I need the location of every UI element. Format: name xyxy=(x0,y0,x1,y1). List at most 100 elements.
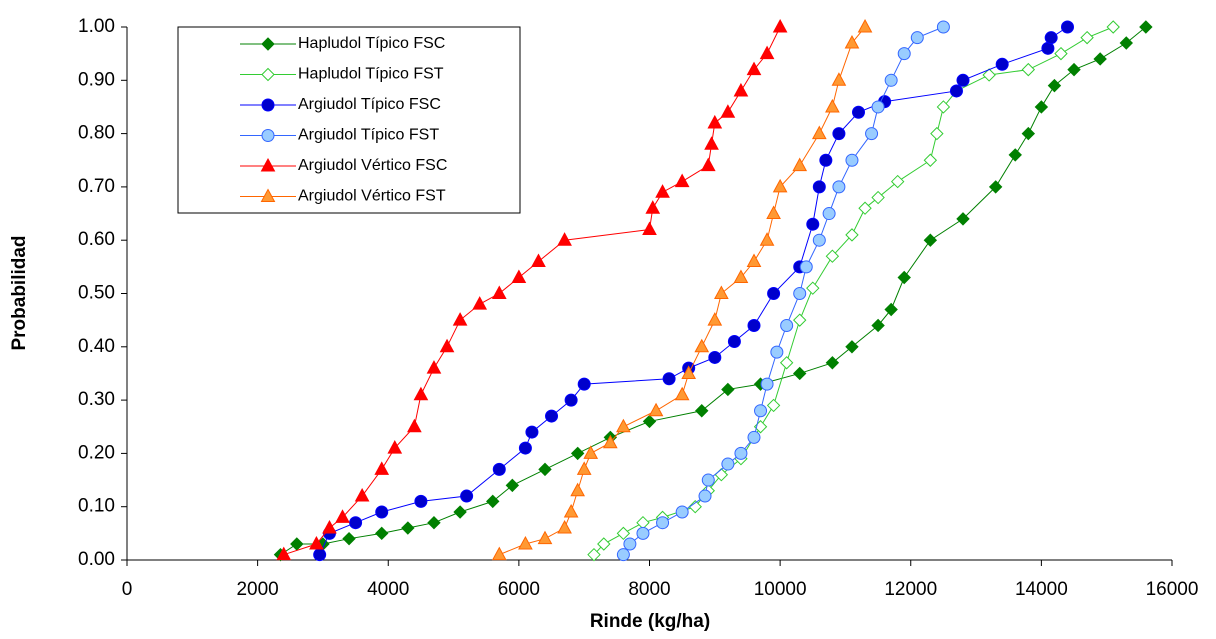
data-point xyxy=(747,318,761,332)
data-point xyxy=(734,446,748,460)
data-point xyxy=(733,269,749,284)
data-point xyxy=(812,180,826,194)
x-tick-label: 0 xyxy=(122,579,133,600)
data-point xyxy=(766,205,781,220)
data-point xyxy=(427,515,441,530)
y-tick-label: 0.30 xyxy=(78,389,115,410)
legend-label: Argiudol Típico FSC xyxy=(298,96,441,113)
data-point xyxy=(845,153,859,167)
data-point xyxy=(811,125,827,140)
data-point xyxy=(1041,41,1055,55)
data-point xyxy=(675,505,689,519)
y-tick-label: 0.00 xyxy=(78,549,115,570)
data-point xyxy=(349,516,363,530)
data-point xyxy=(276,546,292,561)
data-point xyxy=(537,530,553,545)
data-point xyxy=(616,418,631,433)
y-tick-label: 1.00 xyxy=(78,16,115,37)
data-point xyxy=(698,489,712,503)
data-point xyxy=(956,73,970,87)
data-point xyxy=(897,47,911,61)
data-point xyxy=(956,212,970,226)
data-point xyxy=(779,356,794,370)
data-point xyxy=(910,31,924,45)
data-point xyxy=(923,153,938,167)
data-point xyxy=(453,505,467,519)
data-point xyxy=(1139,20,1153,34)
data-point xyxy=(1080,30,1094,45)
y-tick-label: 0.90 xyxy=(78,69,115,90)
data-point xyxy=(674,173,690,188)
data-point xyxy=(812,233,826,247)
data-point xyxy=(772,18,788,33)
data-point xyxy=(642,414,657,429)
data-point xyxy=(890,174,905,189)
data-point xyxy=(491,546,507,561)
x-tick-label: 16000 xyxy=(1146,579,1199,600)
data-point xyxy=(770,345,784,359)
data-point xyxy=(1034,100,1049,114)
data-point xyxy=(335,509,350,523)
data-point xyxy=(754,404,768,418)
data-point xyxy=(707,312,723,326)
y-tick-label: 0.40 xyxy=(78,336,115,357)
data-point xyxy=(845,228,859,242)
data-point xyxy=(871,318,885,333)
data-point xyxy=(387,440,403,454)
data-point xyxy=(538,462,552,477)
data-point xyxy=(681,365,697,379)
legend-label: Argiudol Típico FST xyxy=(298,127,439,144)
data-point xyxy=(831,72,847,86)
data-point xyxy=(616,526,631,541)
data-point xyxy=(844,34,860,49)
data-point xyxy=(525,425,539,439)
data-point xyxy=(871,100,885,114)
data-point xyxy=(662,372,676,386)
data-point xyxy=(375,505,389,519)
data-point xyxy=(949,84,963,98)
data-point xyxy=(936,20,950,34)
data-point xyxy=(720,104,736,118)
data-point xyxy=(1093,52,1107,66)
legend-marker xyxy=(261,67,275,82)
legend-label: Argiudol Vértico FST xyxy=(298,188,446,205)
y-tick-label: 0.60 xyxy=(78,229,115,250)
data-point xyxy=(858,201,872,215)
data-point xyxy=(995,57,1009,71)
x-tick-label: 12000 xyxy=(884,579,937,600)
data-point xyxy=(486,494,500,509)
data-point xyxy=(655,184,670,198)
data-point xyxy=(313,548,327,562)
x-tick-label: 10000 xyxy=(754,579,807,600)
data-point xyxy=(806,281,820,295)
data-point xyxy=(793,287,807,300)
data-point xyxy=(531,253,546,268)
data-point xyxy=(407,418,422,433)
legend-label: Hapludol Típico FSC xyxy=(298,35,445,52)
data-point xyxy=(1021,126,1036,141)
data-point xyxy=(884,302,898,317)
data-point xyxy=(700,157,716,172)
data-point xyxy=(799,260,813,274)
data-point xyxy=(865,127,879,141)
data-point xyxy=(897,270,911,285)
data-point xyxy=(759,45,775,60)
legend-marker xyxy=(260,157,276,172)
data-point xyxy=(583,445,599,459)
data-point xyxy=(714,285,729,299)
data-point xyxy=(930,126,944,141)
data-point xyxy=(545,409,559,423)
x-tick-label: 4000 xyxy=(367,579,409,600)
data-point xyxy=(708,350,722,364)
data-point xyxy=(1008,148,1022,162)
data-point xyxy=(753,420,768,434)
y-tick-label: 0.80 xyxy=(78,123,115,144)
data-point xyxy=(557,519,572,534)
data-point xyxy=(767,287,781,300)
legend-marker xyxy=(260,188,276,202)
data-point xyxy=(645,200,661,214)
data-point xyxy=(564,393,578,407)
data-point xyxy=(746,61,762,76)
data-point xyxy=(642,221,657,236)
data-point xyxy=(707,114,723,129)
